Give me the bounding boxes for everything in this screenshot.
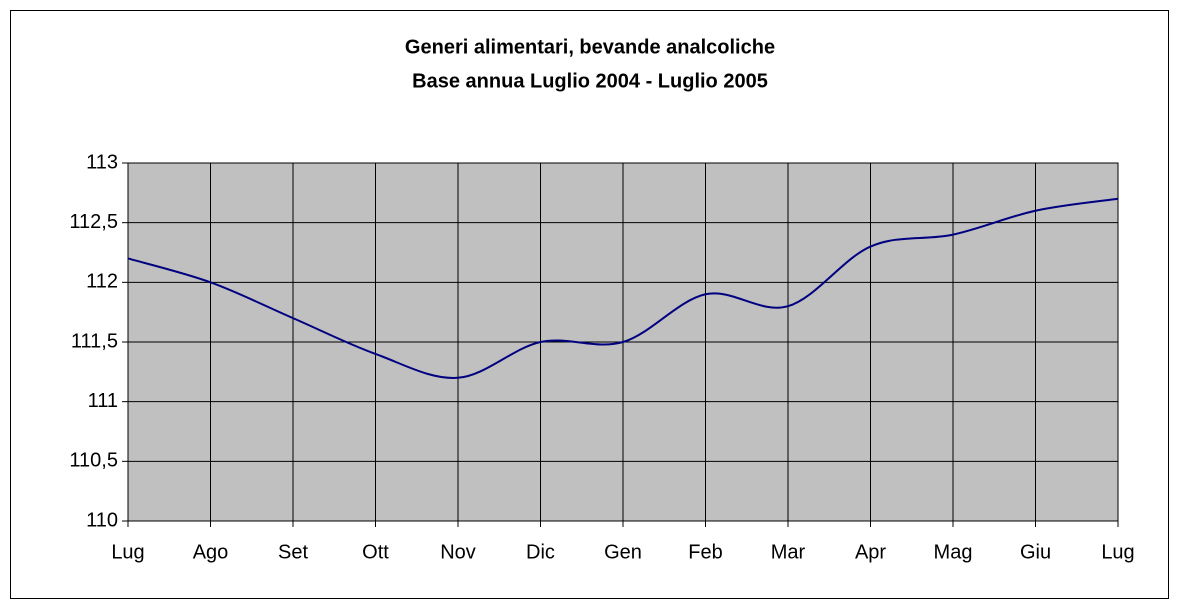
y-tick-label: 110	[86, 509, 118, 531]
y-tick-label: 111	[88, 390, 118, 412]
x-tick-label: Feb	[688, 541, 722, 563]
x-tick-label: Nov	[440, 541, 476, 563]
chart-subtitle: Base annua Luglio 2004 - Luglio 2005	[412, 70, 768, 92]
y-tick-label: 112	[86, 271, 118, 293]
chart-title: Generi alimentari, bevande analcoliche	[405, 36, 775, 58]
x-tick-label: Ott	[362, 541, 389, 563]
x-tick-label: Gen	[604, 541, 642, 563]
y-tick-label: 112,5	[69, 211, 118, 233]
x-tick-label: Lug	[1101, 541, 1134, 563]
x-tick-label: Lug	[111, 541, 144, 563]
x-tick-label: Set	[278, 541, 308, 563]
plot-border	[127, 162, 1119, 522]
x-tick-label: Dic	[526, 541, 555, 563]
y-tick-label: 113	[86, 151, 118, 173]
x-tick-label: Mag	[934, 541, 973, 563]
x-tick-label: Giu	[1020, 541, 1051, 563]
data-line	[127, 197, 1119, 379]
y-tick-label: 110,5	[69, 450, 118, 472]
x-tick-label: Ago	[193, 541, 229, 563]
y-tick-label: 111,5	[71, 330, 118, 352]
x-tick-label: Apr	[855, 541, 886, 563]
x-tick-label: Mar	[771, 541, 806, 563]
